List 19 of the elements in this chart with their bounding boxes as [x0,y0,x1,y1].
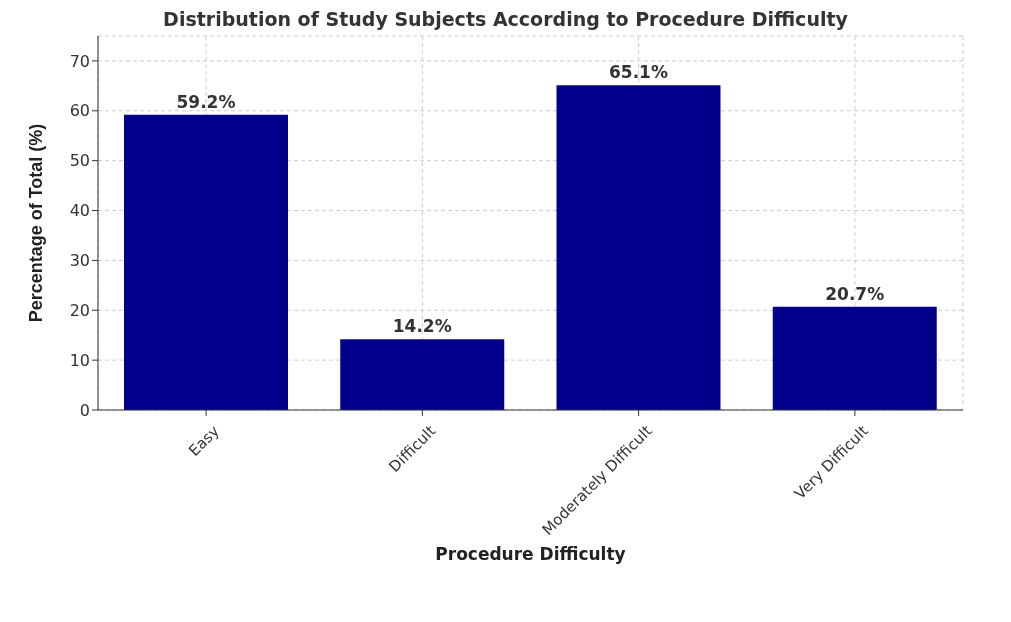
bar [340,339,505,410]
chart-title: Distribution of Study Subjects According to Procedure Difficulty [162,8,849,30]
y-tick-label: 30 [69,251,90,271]
data-label: 20.7% [825,283,885,304]
x-axis-title: Procedure Difficulty [435,544,626,564]
data-label: 59.2% [176,91,236,112]
bar [124,114,288,410]
data-label: 65.1% [609,62,668,83]
bar [772,306,937,410]
y-tick-label: 20 [69,300,90,320]
y-tick-label: 40 [69,201,90,221]
y-tick-label: 0 [79,400,90,420]
bar [556,85,721,410]
y-tick-label: 70 [69,51,90,71]
data-label: 14.2% [392,316,452,337]
y-axis-title: Percentage of Total (%) [26,123,47,323]
y-tick-label: 50 [69,151,90,171]
y-tick-label: 60 [69,101,90,121]
y-tick-label: 10 [69,350,90,370]
